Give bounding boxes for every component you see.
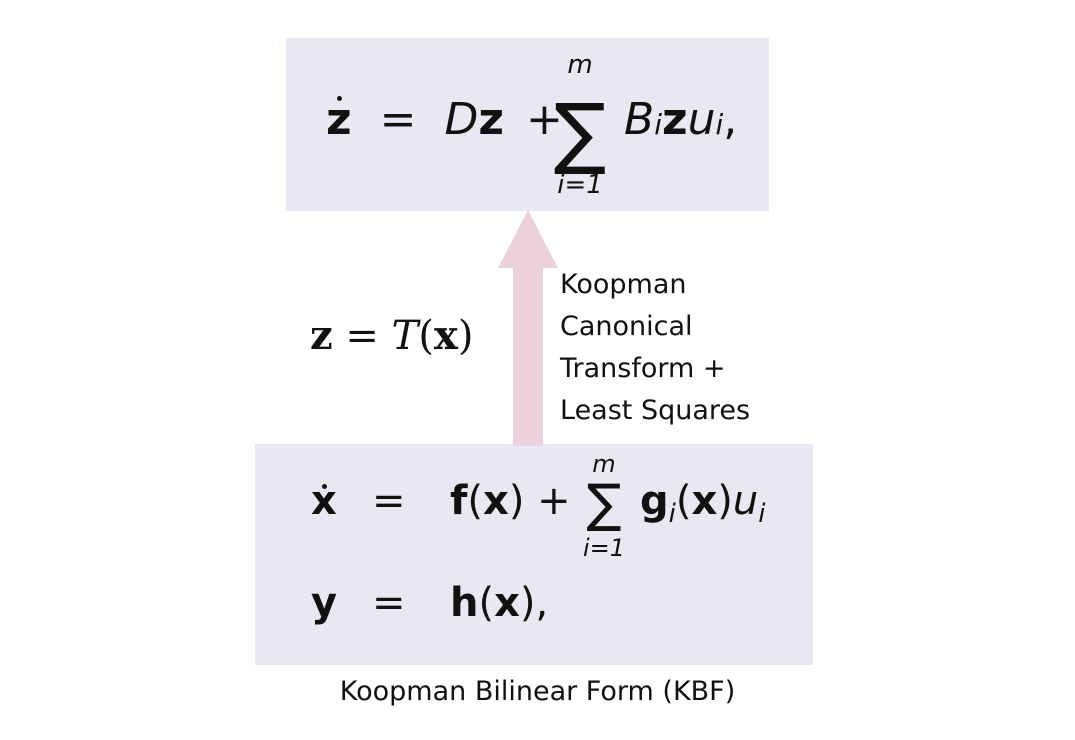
z-vector: z <box>478 94 504 145</box>
g-function: g <box>640 478 669 524</box>
close-paren: ) <box>508 478 525 524</box>
summation: m ∑ i=1 <box>545 48 615 228</box>
x-dot: x <box>311 478 337 524</box>
transform-function: T <box>391 313 419 359</box>
open-paren: ( <box>418 313 434 359</box>
open-paren: ( <box>467 478 484 524</box>
u-input: u <box>732 478 759 524</box>
sum-lower-limit: i=1 <box>582 534 626 562</box>
transform-step-label: Koopman Canonical Transform + Least Squa… <box>560 264 800 432</box>
comma: , <box>723 94 738 145</box>
h-function: h <box>450 580 479 626</box>
x-vector: x <box>433 312 458 359</box>
equals-sign: = <box>372 580 406 626</box>
open-paren: ( <box>675 478 692 524</box>
summation: m ∑ i=1 <box>578 450 630 570</box>
x-vector: x <box>483 478 509 524</box>
step-label-line: Transform + <box>560 353 726 384</box>
sum-lower-limit: i=1 <box>557 170 603 200</box>
equals-sign: = <box>332 313 392 359</box>
b-matrix: B <box>624 94 655 145</box>
plus-sign: + <box>525 94 563 145</box>
u-subscript: i <box>715 108 724 141</box>
plus-sign: + <box>524 478 571 524</box>
open-paren: ( <box>478 580 495 626</box>
z-dot: z <box>326 90 352 150</box>
sum-upper-limit: m <box>567 50 593 80</box>
source-system-box <box>255 444 813 665</box>
step-label-line: Canonical <box>560 311 693 342</box>
f-function: f <box>450 478 468 524</box>
bilinear-term: Bizui, <box>624 90 737 155</box>
up-arrow-icon <box>498 210 558 446</box>
close-paren: ) <box>717 478 733 524</box>
equals-sign: = <box>372 478 406 524</box>
bilinear-equation: z = Dz + <box>326 90 571 150</box>
u-input: u <box>687 94 716 145</box>
step-label-line: Koopman <box>560 269 687 300</box>
z-vector-2: z <box>661 94 688 145</box>
equals-sign: = <box>379 94 417 145</box>
g-subscript: i <box>668 499 676 529</box>
y-output: y <box>311 580 338 626</box>
diagram-caption: Koopman Bilinear Form (KBF) <box>339 676 736 707</box>
transform-equation: z = T(x) <box>310 312 473 359</box>
output-term: h(x), <box>450 580 548 626</box>
drift-term: f(x) + <box>450 478 571 524</box>
z-vector: z <box>310 312 333 359</box>
close-paren: ), <box>519 580 549 626</box>
target-equation-box <box>286 38 769 211</box>
u-subscript: i <box>758 499 766 529</box>
x-vector: x <box>691 478 718 524</box>
close-paren: ) <box>457 313 474 359</box>
sum-symbol: ∑ <box>553 88 607 178</box>
sum-symbol: ∑ <box>586 474 622 534</box>
b-subscript: i <box>654 108 662 141</box>
step-label-line: Least Squares <box>560 395 751 426</box>
d-matrix: D <box>444 94 479 145</box>
x-vector: x <box>494 580 520 626</box>
sum-upper-limit: m <box>592 450 616 478</box>
control-term: gi(x)ui <box>640 478 766 529</box>
